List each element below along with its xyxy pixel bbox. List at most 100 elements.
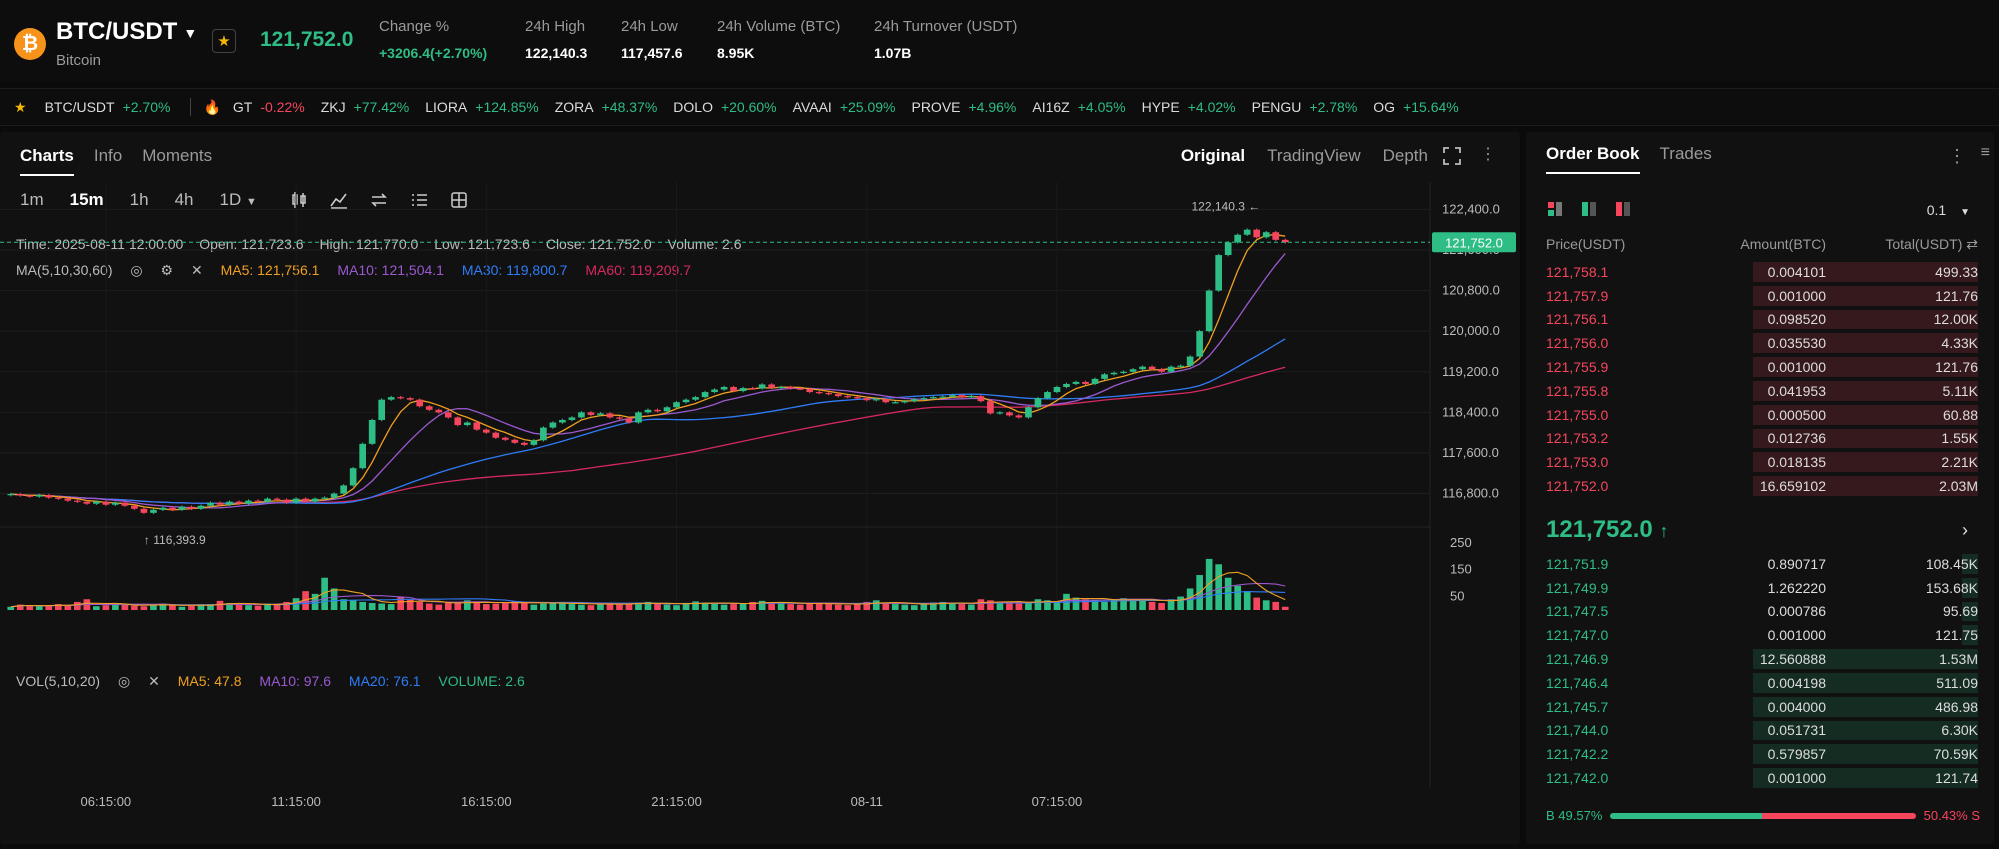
candle-body (150, 509, 157, 513)
eye-icon[interactable]: ◎ (130, 262, 143, 278)
candle-type-icon[interactable] (289, 190, 309, 210)
bid-row[interactable]: 121,751.9 0.890717 108.45K (1526, 552, 1994, 576)
vol-legend-label: VOL(5,10,20) (16, 673, 101, 689)
stat-value: 122,140.3 (525, 45, 588, 61)
interval-15m[interactable]: 15m (69, 190, 104, 209)
ohlc-legend: Time: 2025-08-11 12:00:00 Open: 121,723.… (16, 236, 754, 252)
chevron-right-icon[interactable]: › (1962, 520, 1968, 540)
ticker-item[interactable]: AI16Z +4.05% (1032, 99, 1125, 115)
ticker-item[interactable]: OG +15.64% (1373, 99, 1458, 115)
ask-row[interactable]: 121,755.0 0.000500 60.88 (1526, 403, 1994, 427)
candle-body (292, 498, 300, 503)
tab-charts[interactable]: Charts (20, 146, 74, 176)
close-icon[interactable]: ✕ (148, 673, 160, 689)
ask-row[interactable]: 121,758.1 0.004101 499.33 (1526, 260, 1994, 284)
ask-price: 121,756.1 (1546, 311, 1609, 328)
ask-row[interactable]: 121,752.0 16.659102 2.03M (1526, 474, 1994, 498)
y-tick-label: 118,400.0 (1442, 404, 1499, 419)
ask-row[interactable]: 121,756.1 0.098520 12.00K (1526, 308, 1994, 332)
view-original[interactable]: Original (1180, 146, 1246, 165)
bid-row[interactable]: 121,742.2 0.579857 70.59K (1526, 742, 1994, 766)
precision-select[interactable]: 0.1 ▼ (1927, 202, 1970, 218)
book-asks-icon[interactable] (1614, 200, 1632, 218)
favorite-star-icon[interactable]: ★ (212, 29, 236, 53)
view-depth[interactable]: Depth (1382, 146, 1428, 165)
interval-4h[interactable]: 4h (174, 190, 194, 209)
bid-row[interactable]: 121,747.5 0.000786 95.69 (1526, 600, 1994, 624)
ask-row[interactable]: 121,755.9 0.001000 121.76 (1526, 355, 1994, 379)
candle-body (83, 501, 91, 504)
compare-icon[interactable] (369, 190, 389, 210)
bid-row[interactable]: 121,746.4 0.004198 511.09 (1526, 671, 1994, 695)
volume-bar (454, 601, 462, 610)
ask-row[interactable]: 121,757.9 0.001000 121.76 (1526, 284, 1994, 308)
ticker-item[interactable]: PROVE +4.96% (911, 99, 1016, 115)
candlestick-chart[interactable]: 122,400.0121,600.0120,800.0120,000.0119,… (0, 132, 1520, 844)
ticker-item[interactable]: GT -0.22% (233, 99, 305, 115)
more-options-icon[interactable]: ⋮ (1948, 146, 1966, 166)
ticker-item[interactable]: PENGU +2.78% (1252, 99, 1358, 115)
chart-menu-icon[interactable]: ⋮ (1480, 146, 1496, 163)
pair-selector[interactable]: BTC/USDT ▼ (56, 18, 197, 46)
bid-row[interactable]: 121,745.7 0.004000 486.98 (1526, 695, 1994, 719)
ticker-item[interactable]: BTC/USDT +2.70% (45, 99, 171, 115)
ask-row[interactable]: 121,755.8 0.041953 5.11K (1526, 379, 1994, 403)
volume-bar (254, 605, 262, 610)
ticker-item[interactable]: HYPE +4.02% (1142, 99, 1236, 115)
bid-row[interactable]: 121,744.0 0.051731 6.30K (1526, 719, 1994, 743)
settings-icon[interactable]: ⚙ (160, 262, 174, 278)
depth-bar (1752, 404, 1978, 425)
ask-row[interactable]: 121,753.0 0.018135 2.21K (1526, 450, 1994, 474)
tab-moments[interactable]: Moments (142, 146, 213, 165)
eye-icon[interactable]: ◎ (117, 673, 131, 689)
favorites-star-icon[interactable]: ★ (14, 98, 27, 115)
ticker-item[interactable]: DOLO +20.60% (673, 99, 776, 115)
ask-row[interactable]: 121,756.0 0.035530 4.33K (1526, 331, 1994, 355)
candle-body (530, 440, 538, 445)
bid-total: 511.09 (1936, 674, 1978, 691)
tab-trades[interactable]: Trades (1659, 144, 1712, 163)
book-both-icon[interactable] (1546, 200, 1564, 218)
layout-icon[interactable] (449, 190, 469, 210)
candle-body (834, 394, 842, 397)
depth-bar (1961, 554, 1978, 574)
volume-bar (844, 605, 852, 610)
ticker-change: +124.85% (475, 99, 539, 115)
indicators-icon[interactable] (329, 190, 349, 210)
ticker-symbol: HYPE (1141, 99, 1180, 115)
tab-order-book[interactable]: Order Book (1546, 144, 1640, 174)
bid-row[interactable]: 121,746.9 12.560888 1.53M (1526, 647, 1994, 671)
swap-icon[interactable]: ⇄ (1966, 236, 1978, 252)
book-bids-icon[interactable] (1580, 200, 1598, 218)
interval-1h[interactable]: 1h (129, 190, 149, 209)
ticker-item[interactable]: ZORA +48.37% (555, 99, 658, 115)
candle-body (568, 417, 576, 420)
ticker-item[interactable]: ZKJ +77.42% (321, 99, 410, 115)
ask-price: 121,753.2 (1546, 430, 1609, 447)
candle-body (1167, 366, 1175, 372)
ratio-bar-buy (1610, 812, 1762, 819)
tab-info[interactable]: Info (93, 146, 123, 165)
volume-bar (540, 603, 547, 610)
bid-row[interactable]: 121,747.0 0.001000 121.75 (1526, 623, 1994, 647)
interval-1d[interactable]: 1D ▼ (220, 190, 257, 210)
list-settings-icon[interactable] (409, 190, 429, 210)
volume-bar (102, 605, 110, 610)
fullscreen-icon[interactable] (1442, 146, 1462, 166)
candle-body (302, 498, 309, 502)
ask-row[interactable]: 121,753.2 0.012736 1.55K (1526, 427, 1994, 451)
bid-row[interactable]: 121,742.0 0.001000 121.74 (1526, 766, 1994, 790)
view-tradingview[interactable]: TradingView (1267, 146, 1361, 165)
candle-body (340, 485, 347, 494)
panel-menu-icon[interactable]: ≡ (1980, 144, 1990, 161)
close-icon[interactable]: ✕ (190, 262, 203, 278)
bid-row[interactable]: 121,749.9 1.262220 153.68K (1526, 576, 1994, 600)
ask-amount: 0.035530 (1767, 335, 1826, 352)
stat-label: 24h Low (621, 18, 678, 35)
ticker-item[interactable]: AVAAI +25.09% (793, 99, 896, 115)
volume-bar (692, 601, 699, 610)
ticker-item[interactable]: LIORA +124.85% (425, 99, 538, 115)
volume-bar (378, 603, 386, 610)
interval-1m[interactable]: 1m (20, 190, 44, 209)
volume-bar (644, 601, 652, 610)
